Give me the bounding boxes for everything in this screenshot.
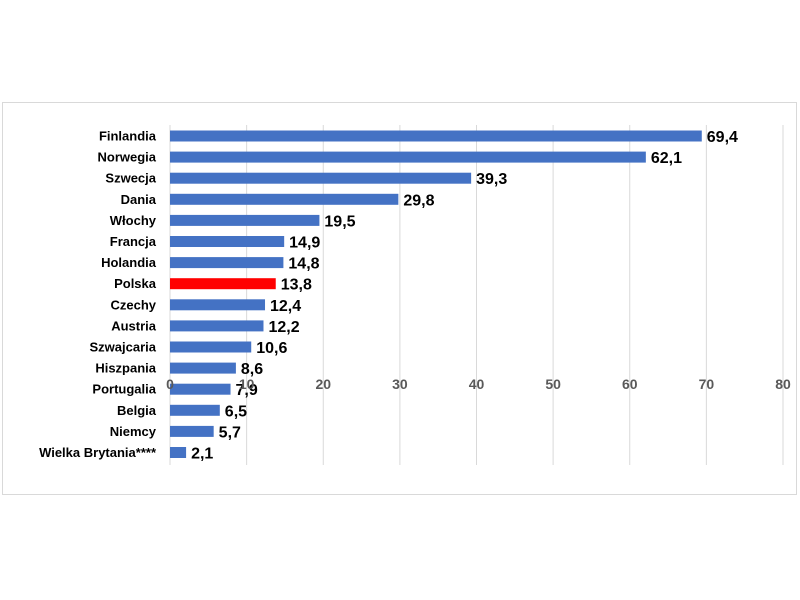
category-label: Polska bbox=[114, 276, 157, 291]
x-tick-label: 60 bbox=[622, 376, 638, 392]
category-label: Norwegia bbox=[97, 150, 156, 165]
x-tick-label: 40 bbox=[469, 376, 485, 392]
value-label: 19,5 bbox=[324, 213, 355, 230]
x-tick-label: 30 bbox=[392, 376, 408, 392]
value-label: 29,8 bbox=[403, 192, 434, 209]
category-label: Francja bbox=[110, 234, 157, 249]
bar-niemcy bbox=[170, 425, 214, 437]
x-tick-label: 50 bbox=[545, 376, 561, 392]
value-label: 62,1 bbox=[651, 150, 682, 167]
value-label: 14,8 bbox=[288, 256, 319, 273]
bar-hiszpania bbox=[170, 362, 236, 374]
category-label: Hiszpania bbox=[95, 361, 156, 376]
bar-holandia bbox=[170, 257, 284, 269]
category-label: Szwecja bbox=[105, 171, 156, 186]
bar-w-ochy bbox=[170, 214, 320, 226]
value-label: 39,3 bbox=[476, 171, 507, 188]
bar-szwecja bbox=[170, 172, 472, 184]
category-label: Włochy bbox=[110, 213, 157, 228]
bar-wielka-brytania bbox=[170, 447, 187, 458]
value-label: 8,6 bbox=[241, 361, 263, 378]
value-label: 10,6 bbox=[256, 340, 287, 357]
category-label: Dania bbox=[121, 192, 157, 207]
x-tick-label: 80 bbox=[775, 376, 791, 392]
value-label: 12,4 bbox=[270, 298, 301, 315]
value-label: 5,7 bbox=[219, 424, 241, 441]
bar-czechy bbox=[170, 299, 266, 311]
value-label: 6,5 bbox=[225, 403, 247, 420]
value-label: 13,8 bbox=[281, 277, 312, 294]
bar-norwegia bbox=[170, 151, 646, 163]
bar-finlandia bbox=[170, 130, 702, 142]
value-label: 14,9 bbox=[289, 235, 320, 252]
bar-szwajcaria bbox=[170, 341, 252, 353]
category-label: Wielka Brytania**** bbox=[39, 445, 157, 460]
category-label: Finlandia bbox=[99, 129, 157, 144]
x-tick-label: 0 bbox=[166, 376, 174, 392]
bar-belgia bbox=[170, 404, 220, 416]
value-label: 12,2 bbox=[268, 319, 299, 336]
category-label: Austria bbox=[111, 318, 157, 333]
bar-chart: Finlandia 69,4 Norwegia 62,1 Szwecja 39,3 Dani… bbox=[39, 125, 791, 465]
x-tick-label: 20 bbox=[315, 376, 331, 392]
category-label: Niemcy bbox=[110, 424, 157, 439]
category-label: Belgia bbox=[117, 403, 157, 418]
bar-austria bbox=[170, 320, 264, 332]
bar-dania bbox=[170, 193, 399, 205]
value-label: 69,4 bbox=[707, 129, 738, 146]
value-label: 7,9 bbox=[236, 382, 258, 399]
category-label: Czechy bbox=[110, 297, 156, 312]
bar-portugalia bbox=[170, 383, 231, 395]
x-tick-label: 70 bbox=[699, 376, 715, 392]
value-label: 2,1 bbox=[191, 446, 213, 463]
x-tick-label: 10 bbox=[239, 376, 255, 392]
bar-polska bbox=[170, 278, 276, 290]
chart-area: Finlandia 69,4 Norwegia 62,1 Szwecja 39,3 Dani… bbox=[2, 102, 797, 495]
category-label: Holandia bbox=[101, 255, 157, 270]
bar-francja bbox=[170, 236, 285, 247]
category-label: Szwajcaria bbox=[90, 340, 157, 355]
category-label: Portugalia bbox=[92, 382, 156, 397]
